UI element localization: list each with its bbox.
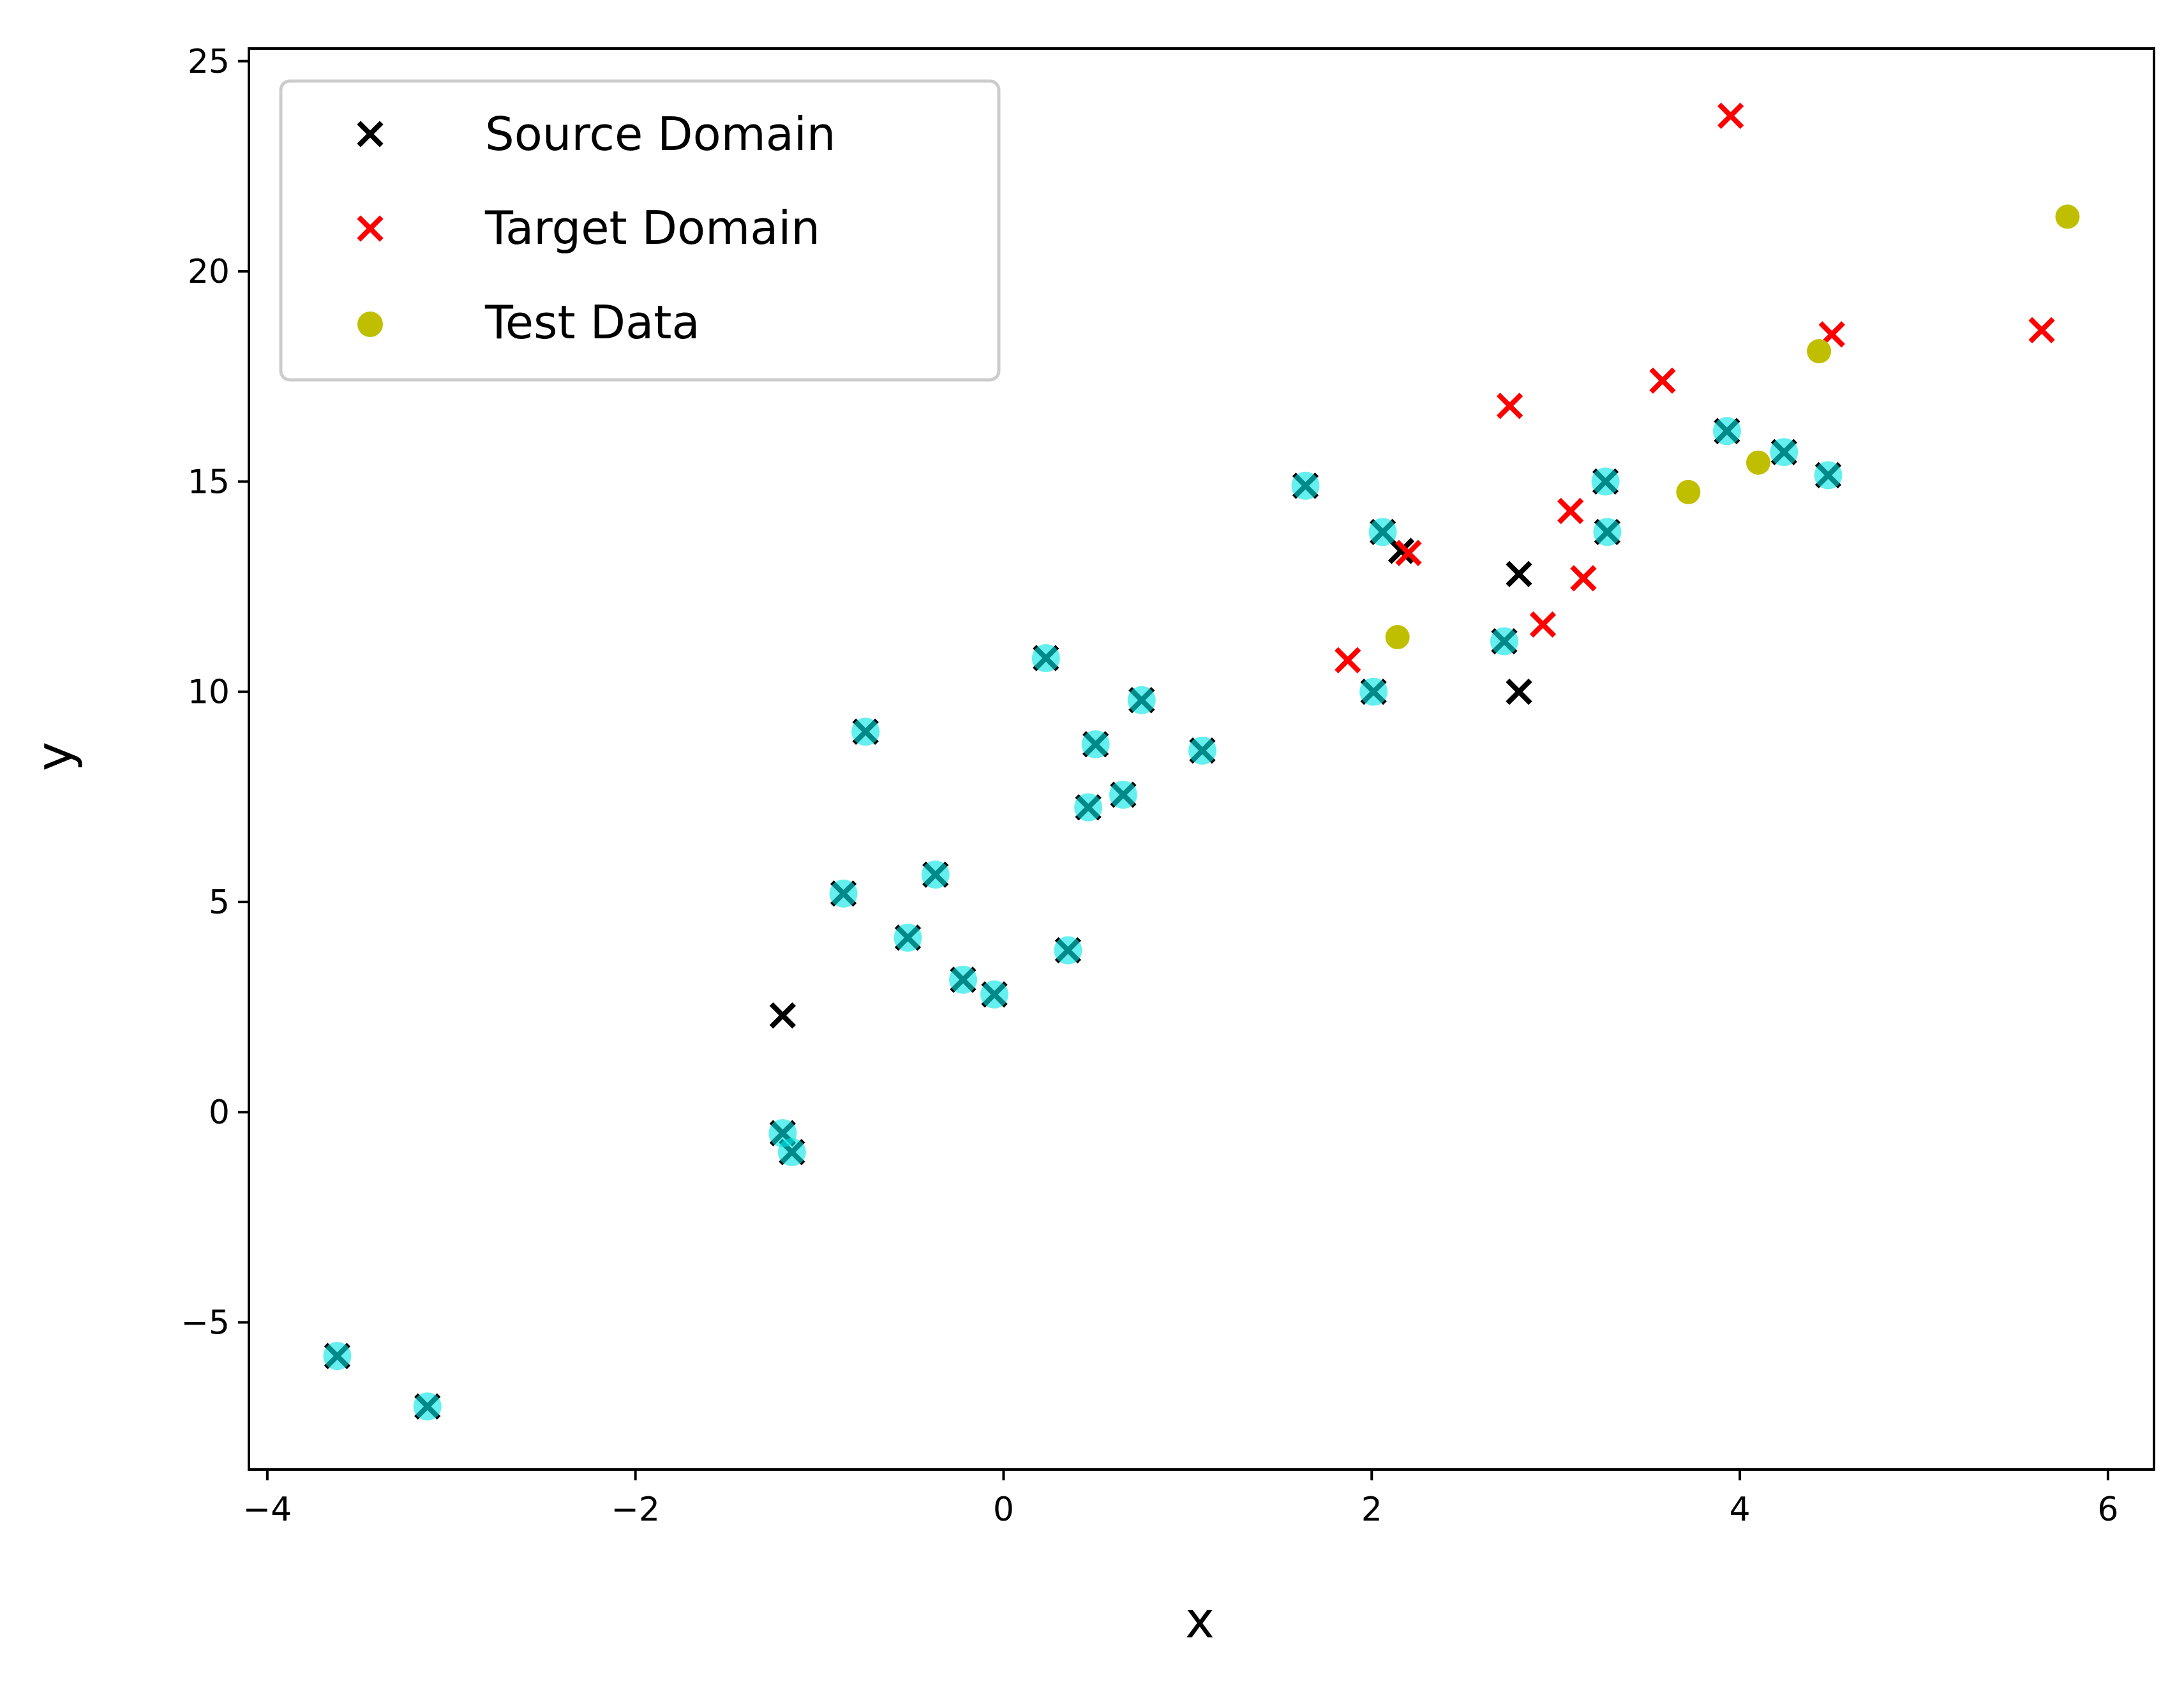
- highlight-point: [1031, 643, 1060, 672]
- x-tick-label: 2: [1361, 1491, 1382, 1529]
- target-point: [1395, 539, 1422, 566]
- y-axis-label: y: [26, 742, 84, 771]
- highlight-point: [851, 718, 880, 746]
- legend-marker-target: [357, 215, 384, 242]
- test-point: [1807, 339, 1832, 364]
- x-tick-label: 4: [1730, 1491, 1751, 1529]
- y-tick-label: 20: [188, 253, 230, 291]
- target-point: [1496, 393, 1523, 419]
- target-point: [1649, 367, 1676, 394]
- highlight-point: [921, 861, 950, 889]
- highlight-point: [1054, 936, 1082, 965]
- axes: −4 −2 0 2 4 6 −5 0 5 10 15 20 25: [181, 43, 2155, 1529]
- target-point: [1570, 565, 1597, 592]
- highlight-point: [1770, 438, 1799, 467]
- highlight-point: [1368, 518, 1397, 546]
- target-point: [2028, 317, 2055, 343]
- target-point: [1818, 321, 1845, 348]
- highlight-point: [1490, 627, 1518, 656]
- highlight-point: [1593, 518, 1622, 546]
- highlight-point: [894, 923, 922, 952]
- highlight-point: [829, 879, 858, 908]
- legend-label-source: Source Domain: [485, 107, 836, 161]
- highlight-point: [323, 1342, 352, 1371]
- x-axis-label: x: [1185, 1592, 1215, 1650]
- test-point: [1676, 479, 1701, 504]
- x-tick-label: −2: [611, 1491, 660, 1529]
- legend-marker-source: [357, 121, 384, 147]
- legend-frame: [279, 79, 1001, 382]
- test-point: [1746, 450, 1770, 475]
- test-point: [2055, 204, 2080, 229]
- legend-label-target: Target Domain: [484, 201, 820, 255]
- highlight-point: [1188, 736, 1216, 765]
- plot-area: [323, 102, 2080, 1421]
- y-tick-label: 25: [188, 43, 230, 81]
- legend-marker-test: [357, 312, 383, 337]
- axes-frame: [248, 47, 2155, 1471]
- legend: Source Domain Target Domain Test Data: [279, 79, 1001, 382]
- highlight-point: [980, 980, 1009, 1009]
- x-tick-label: 6: [2097, 1491, 2118, 1529]
- target-point: [1557, 497, 1584, 525]
- test-point: [1385, 625, 1410, 650]
- y-tick-label: 5: [209, 883, 230, 922]
- target-point: [1717, 102, 1744, 130]
- highlight-point: [1081, 730, 1110, 758]
- x-tick-label: 0: [993, 1491, 1014, 1529]
- highlight-point: [1814, 461, 1843, 490]
- y-tick-label: 15: [188, 463, 230, 501]
- highlight-point: [1712, 417, 1741, 446]
- target-point: [1335, 647, 1361, 673]
- highlight-point: [949, 965, 978, 994]
- highlight-point: [413, 1392, 442, 1421]
- highlight-point: [1591, 467, 1620, 496]
- x-tick-label: −4: [243, 1491, 292, 1529]
- y-tick-label: −5: [181, 1304, 230, 1342]
- target-point: [1529, 611, 1557, 638]
- source-point: [1506, 560, 1532, 587]
- highlight-point: [1109, 780, 1137, 809]
- highlight-point: [1291, 471, 1320, 500]
- highlight-point: [1359, 677, 1388, 706]
- source-point: [769, 1002, 797, 1029]
- highlight-point: [777, 1138, 806, 1166]
- y-tick-label: 10: [188, 673, 230, 712]
- highlight-point: [1127, 686, 1156, 714]
- highlight-point: [1074, 793, 1103, 822]
- source-point: [1506, 678, 1532, 705]
- y-tick-label: 0: [209, 1094, 230, 1132]
- legend-label-test: Test Data: [484, 296, 700, 349]
